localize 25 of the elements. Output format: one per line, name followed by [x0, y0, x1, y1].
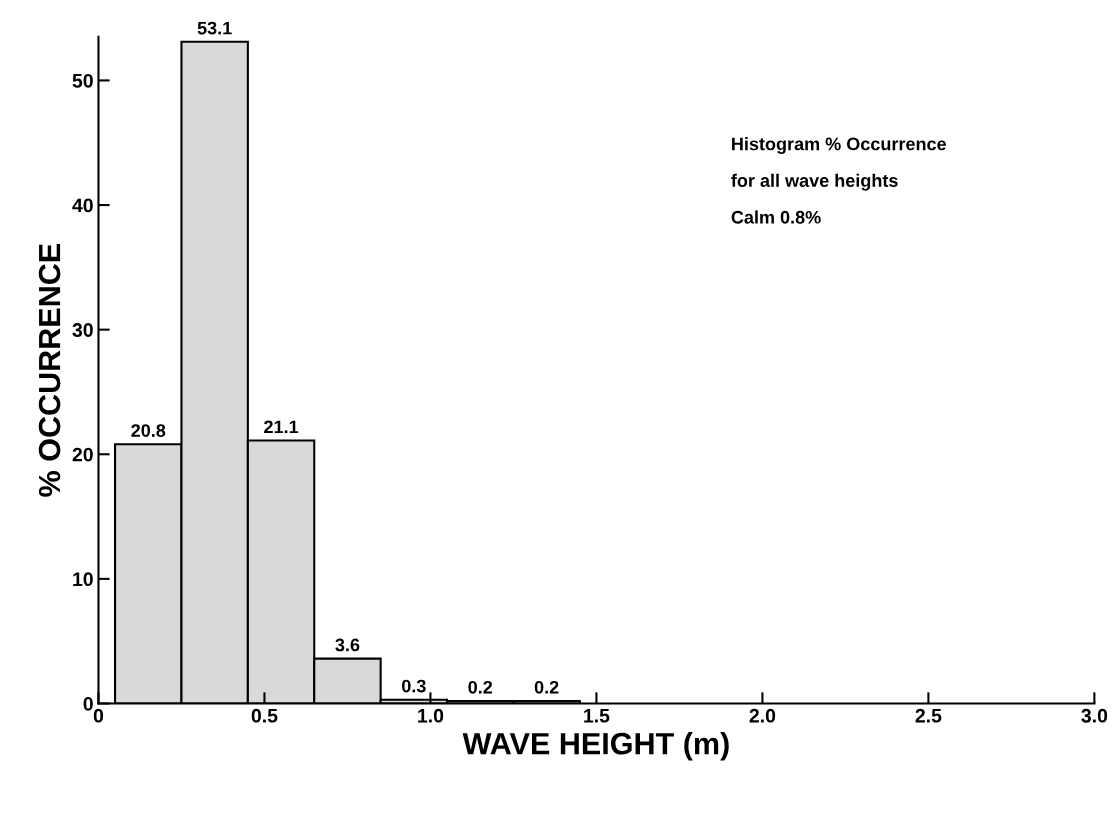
annotation: Histogram % Occurrence — [732, 137, 946, 154]
x-tick-label: 0 — [93, 708, 104, 723]
y-tick-label: 40 — [72, 198, 93, 213]
data-label: 0.3 — [402, 679, 426, 693]
data-label: 3.6 — [335, 638, 360, 652]
data-label: 21.1 — [264, 420, 299, 434]
data-label: 0.2 — [534, 680, 559, 694]
x-tick-label: 3.0 — [1081, 708, 1108, 723]
y-tick-label: 30 — [72, 323, 93, 337]
data-label: 0.2 — [468, 680, 493, 694]
y-tick-label: 10 — [73, 572, 93, 587]
annotation: for all wave heights — [731, 173, 898, 191]
y-tick-label: 50 — [72, 73, 93, 88]
x-tick-label: 1.5 — [584, 709, 610, 723]
y-axis-title: % OCCURRENCE — [38, 244, 61, 497]
annotation: Calm 0.8% — [731, 210, 821, 224]
x-tick-label: 2.0 — [749, 708, 776, 723]
x-tick-label: 2.5 — [915, 708, 942, 723]
data-label: 20.8 — [131, 424, 166, 437]
x-tick-label: 1.0 — [418, 708, 444, 723]
x-tick-label: 0.5 — [251, 708, 278, 723]
data-label: 53.1 — [197, 21, 232, 35]
y-tick-label: 20 — [72, 447, 93, 462]
y-tick-label: 0 — [83, 696, 93, 711]
x-axis-title: WAVE HEIGHT (m) — [462, 732, 729, 761]
